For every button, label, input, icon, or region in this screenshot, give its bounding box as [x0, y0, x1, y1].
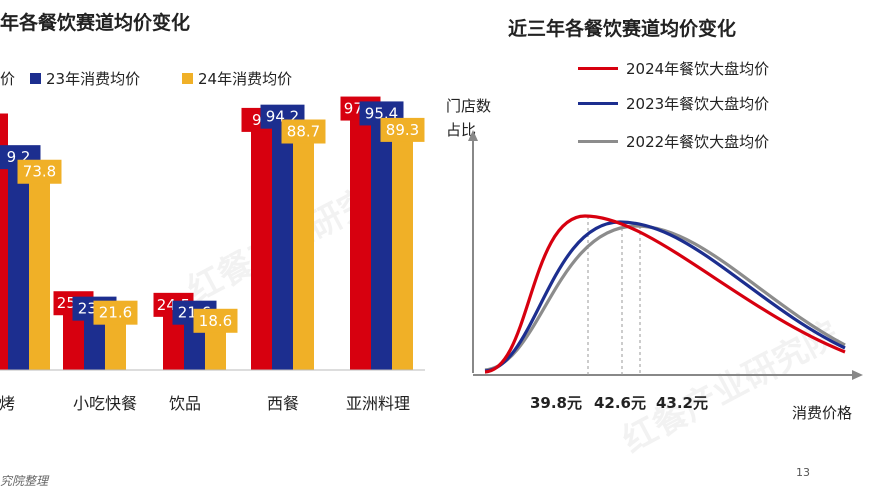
right-chart-title: 近三年各餐饮赛道均价变化 — [508, 18, 737, 40]
right-legend-label-2023: 2023年餐饮大盘均价 — [626, 95, 770, 113]
bar-s2-c0 — [29, 170, 50, 370]
bar-s2-c4 — [392, 128, 413, 370]
right-legend-item-2023: 2023年餐饮大盘均价 — [578, 93, 769, 114]
bar-s1-c0 — [8, 156, 29, 370]
bar-s0-c3 — [251, 118, 272, 371]
left-footer-note: 究院整理 — [0, 474, 49, 488]
curve-2022 — [484, 224, 846, 372]
left-legend-item-3: 24年消费均价 — [182, 68, 292, 89]
category-label-1: 小吃快餐 — [73, 394, 137, 413]
category-label-3: 西餐 — [267, 394, 299, 413]
y-axis-arrow — [468, 130, 478, 141]
bar-s0-c0 — [0, 113, 8, 370]
bar-s1-c3 — [272, 115, 293, 370]
category-label-2: 饮品 — [169, 394, 201, 413]
x-axis-arrow — [852, 370, 863, 380]
left-legend-label-2: 23年消费均价 — [46, 70, 141, 88]
page-number: 13 — [796, 466, 810, 479]
data-label-s2-c4: 89.3 — [386, 121, 419, 139]
bar-s0-c4 — [350, 107, 371, 370]
left-legend-label-3: 24年消费均价 — [198, 70, 293, 88]
left-legend-swatch-3 — [182, 73, 193, 84]
data-label-s2-c0: 73.8 — [23, 163, 56, 181]
bar-s1-c4 — [371, 112, 392, 371]
data-label-s2-c2: 18.6 — [199, 312, 232, 330]
left-chart-title: 年各餐饮赛道均价变化 — [0, 12, 191, 34]
bar-s2-c1 — [105, 311, 126, 370]
left-legend-item-1: 价 — [0, 68, 15, 89]
right-legend-line-2024 — [578, 67, 618, 70]
right-y-label: 门店数 占比 — [446, 94, 491, 142]
right-y-label-line2: 占比 — [446, 121, 477, 139]
right-y-label-line1: 门店数 — [446, 97, 492, 115]
category-label-0: 烤 — [0, 394, 15, 413]
data-label-box-s2-c4 — [380, 117, 425, 142]
distribution-chart: 39.8元 42.6元 43.2元 — [468, 130, 863, 412]
bar-chart: 25.124.59397.29.223.121.694.295.473.821.… — [0, 96, 425, 413]
data-label-box-s2-c1 — [93, 300, 138, 325]
peak-label-2024: 39.8元 — [530, 394, 582, 412]
right-legend-line-2023 — [578, 102, 618, 105]
left-legend-label-1: 价 — [0, 70, 16, 88]
data-label-box-s2-c2 — [193, 308, 238, 333]
right-x-label: 消费价格 — [792, 404, 853, 422]
right-legend-item-2022: 2022年餐饮大盘均价 — [578, 131, 769, 152]
peak-label-2023: 42.6元 — [594, 394, 646, 412]
right-legend-line-2022 — [578, 140, 618, 143]
data-label-s2-c3: 88.7 — [287, 123, 320, 141]
curve-2024 — [484, 214, 846, 374]
right-legend-label-2022: 2022年餐饮大盘均价 — [626, 133, 770, 151]
category-label-4: 亚洲料理 — [346, 394, 410, 413]
right-legend-label-2024: 2024年餐饮大盘均价 — [626, 60, 770, 78]
data-label-box-s2-c0 — [17, 159, 62, 184]
data-label-s2-c1: 21.6 — [99, 304, 132, 322]
left-legend-item-2: 23年消费均价 — [30, 68, 140, 89]
bar-s2-c3 — [293, 130, 314, 370]
peak-label-2022: 43.2元 — [656, 394, 708, 412]
data-label-box-s2-c3 — [281, 119, 326, 144]
right-legend-item-2024: 2024年餐饮大盘均价 — [578, 58, 769, 79]
left-legend-swatch-2 — [30, 73, 41, 84]
